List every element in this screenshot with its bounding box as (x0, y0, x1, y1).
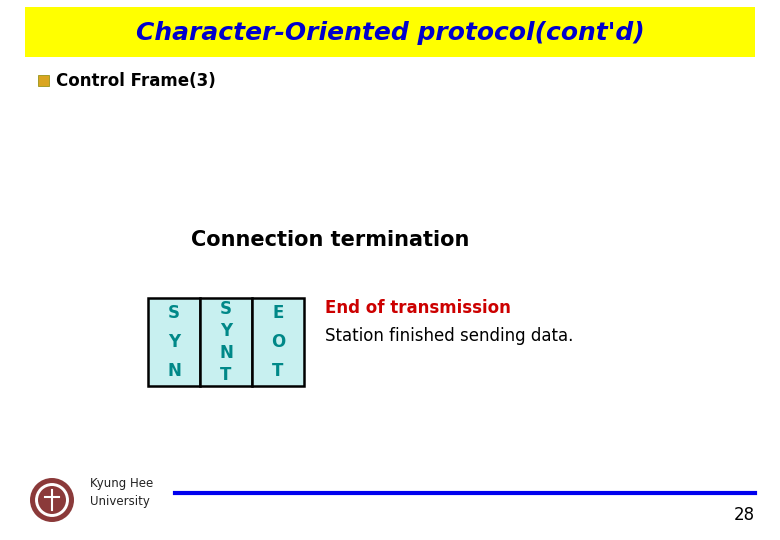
Text: S: S (168, 303, 180, 322)
Text: End of transmission: End of transmission (325, 299, 511, 317)
Bar (200, 298, 252, 386)
Bar (25, 7, 755, 57)
Text: 28: 28 (734, 506, 755, 524)
Text: University: University (90, 495, 150, 508)
Text: Y: Y (168, 333, 180, 351)
Text: E: E (272, 303, 284, 322)
Text: Control Frame(3): Control Frame(3) (56, 72, 216, 90)
Text: S: S (220, 300, 232, 318)
Text: Station finished sending data.: Station finished sending data. (325, 327, 573, 345)
Text: O: O (271, 333, 285, 351)
Text: Y: Y (220, 322, 232, 340)
Text: T: T (272, 362, 284, 380)
Circle shape (30, 478, 74, 522)
Bar (38, 75, 49, 86)
Text: Kyung Hee: Kyung Hee (90, 477, 153, 490)
Text: N: N (167, 362, 181, 380)
Circle shape (34, 482, 70, 518)
Text: N: N (219, 344, 233, 362)
Text: T: T (220, 366, 232, 384)
Bar (252, 298, 304, 386)
Text: Character-Oriented protocol(cont'd): Character-Oriented protocol(cont'd) (136, 21, 644, 45)
Text: Connection termination: Connection termination (191, 230, 470, 250)
Circle shape (38, 486, 66, 514)
Bar (148, 298, 200, 386)
